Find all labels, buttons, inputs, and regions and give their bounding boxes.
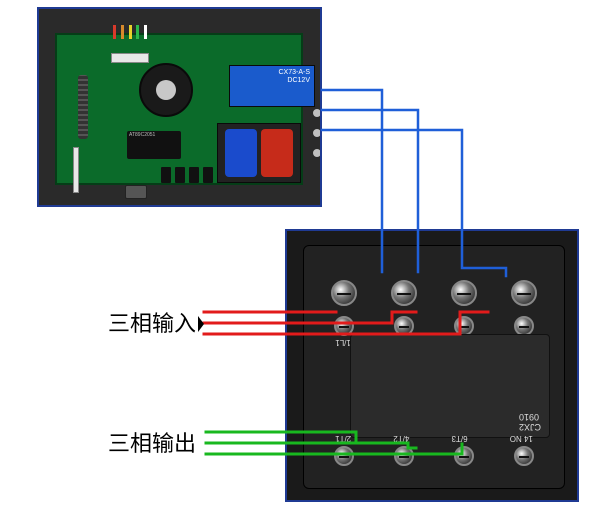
contactor-body: 13 NO5/L33/L21/L1 CJX2 0910 14 NO6/T34/T… (303, 245, 565, 489)
screw-row-top (314, 280, 554, 306)
ic-label: AT89C2051 (127, 131, 181, 139)
contactor-photo-frame: 13 NO5/L33/L21/L1 CJX2 0910 14 NO6/T34/T… (285, 229, 579, 502)
pcb-photo-bg: CX73-A-S DC12V AT89C2051 (39, 9, 320, 205)
microcontroller-ic: AT89C2051 (127, 131, 181, 159)
antenna-spring (78, 75, 88, 139)
relay: CX73-A-S DC12V (229, 65, 315, 107)
relay-voltage: DC12V (234, 77, 310, 85)
side-connector (73, 147, 79, 193)
brand-model: CJX2 (519, 421, 541, 431)
screw-row-bottom (314, 446, 554, 466)
wire-bundle (113, 25, 147, 53)
contactor-photo-bg: 13 NO5/L33/L21/L1 CJX2 0910 14 NO6/T34/T… (287, 231, 577, 500)
relay-model: CX73-A-S (234, 69, 310, 77)
pcb-board: CX73-A-S DC12V AT89C2051 (55, 33, 303, 185)
transformer (217, 123, 301, 183)
electrolytic-capacitor (139, 63, 193, 117)
screw-row-mid (314, 316, 554, 336)
pcb-photo-frame: CX73-A-S DC12V AT89C2051 (37, 7, 322, 207)
front-plate: CJX2 0910 (350, 334, 550, 438)
brand-sub: 0910 (519, 411, 541, 421)
brand-label: CJX2 0910 (519, 411, 541, 431)
three-phase-input-label: 三相输入 (108, 306, 196, 338)
three-phase-output-label: 三相输出 (108, 426, 196, 458)
terminal-labels-bottom: 14 NO6/T34/T22/T1 (314, 434, 554, 443)
tact-button (125, 185, 147, 199)
top-connector (111, 53, 149, 63)
